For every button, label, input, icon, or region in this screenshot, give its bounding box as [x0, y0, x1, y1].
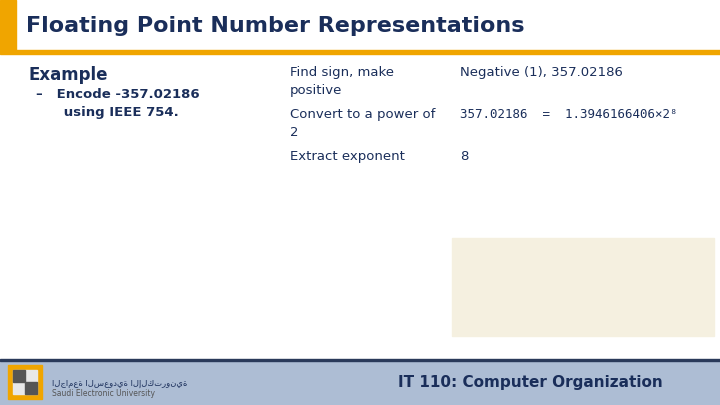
- Bar: [452, 238, 714, 336]
- Bar: [13, 370, 25, 382]
- Text: Find sign, make
positive: Find sign, make positive: [290, 66, 394, 97]
- Text: IT 110: Computer Organization: IT 110: Computer Organization: [397, 375, 662, 390]
- Bar: [8, 365, 42, 399]
- Text: Floating Point Number Representations: Floating Point Number Representations: [26, 16, 524, 36]
- Text: Convert to a power of
2: Convert to a power of 2: [290, 108, 436, 139]
- Text: Extract exponent: Extract exponent: [290, 150, 405, 163]
- Bar: [0, 0, 16, 50]
- Bar: [0, 50, 720, 53]
- Bar: [0, 361, 720, 405]
- Text: using IEEE 754.: using IEEE 754.: [36, 106, 179, 119]
- Bar: [13, 370, 37, 394]
- Text: الجامعة السعودية الإلكترونية: الجامعة السعودية الإلكترونية: [52, 379, 187, 388]
- Text: 8: 8: [460, 150, 469, 163]
- Text: Saudi Electronic University: Saudi Electronic University: [52, 388, 155, 397]
- Text: Negative (1), 357.02186: Negative (1), 357.02186: [460, 66, 623, 79]
- Text: 357.02186  =  1.3946166406×2⁸: 357.02186 = 1.3946166406×2⁸: [460, 108, 678, 121]
- Text: Example: Example: [28, 66, 107, 84]
- Bar: [0, 359, 720, 361]
- Text: –   Encode -357.02186: – Encode -357.02186: [36, 88, 199, 101]
- Bar: [25, 382, 37, 394]
